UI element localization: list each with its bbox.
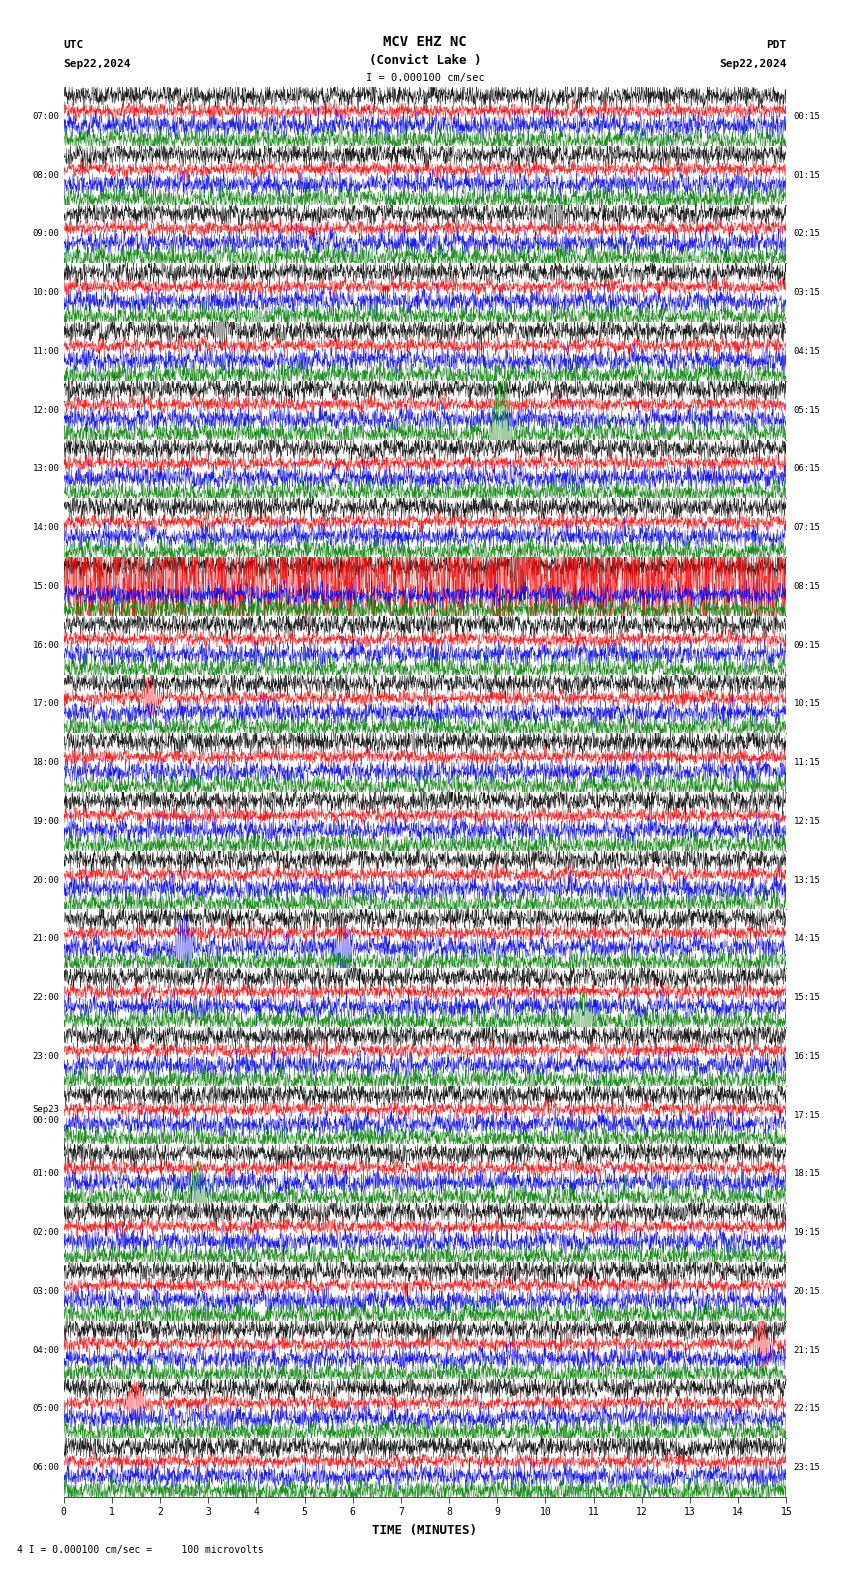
Y-axis label: 23:00: 23:00 [32,1052,60,1061]
Text: UTC: UTC [64,40,84,49]
Y-axis label: 07:00: 07:00 [32,112,60,120]
Text: 04:15: 04:15 [794,347,820,356]
Y-axis label: 03:00: 03:00 [32,1286,60,1296]
Text: 08:15: 08:15 [794,581,820,591]
Y-axis label: 06:00: 06:00 [32,1464,60,1472]
Text: 22:15: 22:15 [794,1405,820,1413]
Y-axis label: 20:00: 20:00 [32,876,60,884]
Y-axis label: 13:00: 13:00 [32,464,60,474]
Text: 00:15: 00:15 [794,112,820,120]
Text: PDT: PDT [766,40,786,49]
Y-axis label: 02:00: 02:00 [32,1228,60,1237]
Y-axis label: 05:00: 05:00 [32,1405,60,1413]
Text: 20:15: 20:15 [794,1286,820,1296]
Y-axis label: Sep23
00:00: Sep23 00:00 [32,1106,60,1125]
Text: 10:15: 10:15 [794,700,820,708]
Y-axis label: 19:00: 19:00 [32,817,60,825]
Text: 07:15: 07:15 [794,523,820,532]
Y-axis label: 21:00: 21:00 [32,935,60,944]
Y-axis label: 14:00: 14:00 [32,523,60,532]
Text: 03:15: 03:15 [794,288,820,298]
Text: 02:15: 02:15 [794,230,820,239]
Text: 06:15: 06:15 [794,464,820,474]
Text: MCV EHZ NC: MCV EHZ NC [383,35,467,49]
Text: TIME (MINUTES): TIME (MINUTES) [372,1524,478,1536]
Text: 18:15: 18:15 [794,1169,820,1178]
Y-axis label: 11:00: 11:00 [32,347,60,356]
Y-axis label: 17:00: 17:00 [32,700,60,708]
Text: 4 I = 0.000100 cm/sec =     100 microvolts: 4 I = 0.000100 cm/sec = 100 microvolts [17,1546,264,1555]
Y-axis label: 12:00: 12:00 [32,406,60,415]
Text: 15:15: 15:15 [794,993,820,1003]
Text: I = 0.000100 cm/sec: I = 0.000100 cm/sec [366,73,484,82]
Y-axis label: 08:00: 08:00 [32,171,60,179]
Text: (Convict Lake ): (Convict Lake ) [369,54,481,67]
Y-axis label: 18:00: 18:00 [32,759,60,767]
Text: 23:15: 23:15 [794,1464,820,1472]
Y-axis label: 04:00: 04:00 [32,1345,60,1354]
Text: 19:15: 19:15 [794,1228,820,1237]
Y-axis label: 09:00: 09:00 [32,230,60,239]
Text: 13:15: 13:15 [794,876,820,884]
Y-axis label: 01:00: 01:00 [32,1169,60,1178]
Text: 14:15: 14:15 [794,935,820,944]
Text: 01:15: 01:15 [794,171,820,179]
Text: 09:15: 09:15 [794,640,820,649]
Text: Sep22,2024: Sep22,2024 [64,59,131,68]
Text: 16:15: 16:15 [794,1052,820,1061]
Y-axis label: 16:00: 16:00 [32,640,60,649]
Y-axis label: 15:00: 15:00 [32,581,60,591]
Text: 11:15: 11:15 [794,759,820,767]
Text: 05:15: 05:15 [794,406,820,415]
Y-axis label: 10:00: 10:00 [32,288,60,298]
Text: 12:15: 12:15 [794,817,820,825]
Text: Sep22,2024: Sep22,2024 [719,59,786,68]
Y-axis label: 22:00: 22:00 [32,993,60,1003]
Text: 21:15: 21:15 [794,1345,820,1354]
Text: 17:15: 17:15 [794,1110,820,1120]
